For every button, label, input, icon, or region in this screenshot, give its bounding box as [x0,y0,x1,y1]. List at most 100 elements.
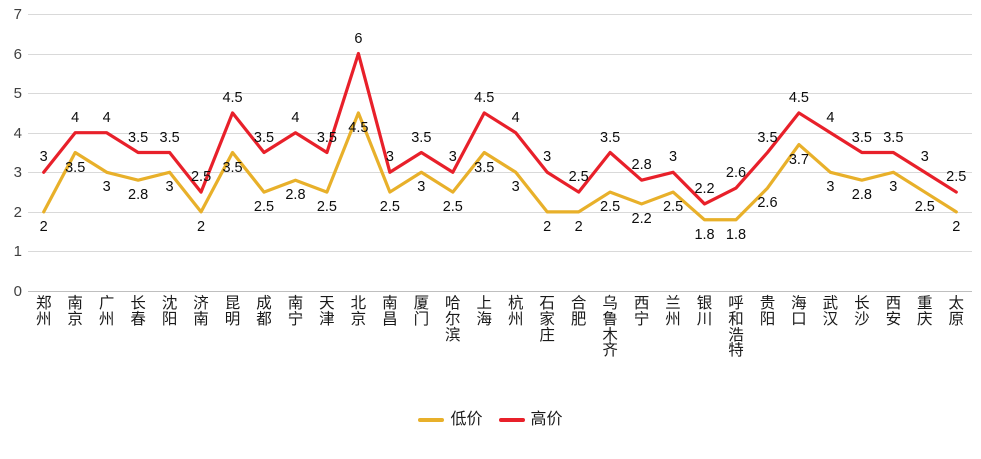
point-label-高价-石家庄: 3 [543,149,552,166]
legend-label-高价: 高价 [530,411,563,428]
point-label-低价-贵阳: 2.6 [757,195,778,212]
point-label-低价-乌鲁木齐: 2.5 [600,199,621,216]
x-axis-labels: 郑州 南京 广州 长春 沈阳 济南 昆明 成都 南宁 天津 北京 南昌 厦门 哈尔滨 上海 杭州 石家庄 合肥 乌鲁… [28,296,972,406]
point-label-低价-银川: 1.8 [694,226,715,243]
x-label-重庆: 重庆 [917,295,933,328]
point-label-高价-南宁: 4 [291,109,300,126]
point-label-低价-兰州: 2.5 [662,199,684,216]
x-label-银川: 银川 [696,295,713,328]
point-label-低价-成都: 2.5 [253,199,275,216]
point-label-高价-银川: 2.2 [694,180,715,197]
point-label-低价-海口: 3.7 [788,151,810,168]
point-label-低价-昆明: 3.5 [222,159,243,176]
point-label-低价-济南: 2 [197,218,206,235]
gridline-5 [28,93,972,95]
x-label-南宁: 南宁 [287,295,304,328]
x-label-乌鲁木齐: 乌鲁木齐 [602,295,618,360]
series-lines [42,51,958,222]
point-label-高价-乌鲁木齐: 3.5 [600,129,621,146]
x-label-郑州: 郑州 [35,295,52,328]
x-label-南京: 南京 [67,295,83,328]
point-label-低价-重庆: 2.5 [914,199,935,216]
point-label-高价-郑州: 3 [39,149,48,166]
point-label-低价-上海: 3.5 [474,159,495,176]
y-tick-0: 0 [13,283,22,300]
x-label-呼和浩特: 呼和浩特 [728,295,744,360]
point-label-低价-天津: 2.5 [316,199,338,216]
point-label-低价-长春: 2.8 [128,187,149,204]
point-label-高价-合肥: 2.5 [568,169,589,186]
point-label-低价-武汉: 3 [826,179,835,196]
point-label-高价-长沙: 3.5 [851,129,872,146]
x-axis-line [28,291,972,292]
x-label-西宁: 西宁 [633,295,650,328]
point-label-高价-济南: 2.5 [190,169,212,186]
point-label-高价-厦门: 3.5 [411,129,432,146]
x-label-长沙: 长沙 [854,295,870,328]
point-label-高价-杭州: 4 [511,109,520,126]
legend-swatch-icon-高价 [498,418,525,422]
x-label-沈阳: 沈阳 [161,295,178,328]
x-label-北京: 北京 [350,295,367,328]
point-label-低价-厦门: 3 [417,179,426,196]
legend-item-高价[interactable]: 高价 [498,411,563,428]
x-label-广州: 广州 [98,295,115,328]
x-label-哈尔滨: 哈尔滨 [445,295,461,344]
x-label-太原: 太原 [948,295,965,328]
y-tick-3: 3 [13,164,22,182]
gridline-4 [28,132,972,134]
x-label-成都: 成都 [256,295,272,328]
point-label-低价-杭州: 3 [511,179,520,196]
point-label-低价-西安: 3 [889,179,898,196]
point-label-低价-石家庄: 2 [543,218,552,235]
x-label-武汉: 武汉 [822,295,839,328]
gridline-2 [28,211,972,213]
point-label-高价-西安: 3.5 [883,129,904,146]
gridline-3 [28,172,972,174]
point-label-低价-广州: 3 [102,179,111,196]
y-tick-6: 6 [13,45,22,63]
point-label-高价-重庆: 3 [920,149,929,166]
x-label-天津: 天津 [319,295,335,328]
point-label-低价-南京: 3.5 [65,159,86,176]
point-label-低价-太原: 2 [952,218,961,235]
point-label-低价-西宁: 2.2 [631,210,652,227]
point-label-低价-南宁: 2.8 [285,187,306,204]
point-label-高价-南京: 4 [71,109,80,126]
x-label-厦门: 厦门 [413,295,430,328]
point-label-高价-北京: 6 [354,30,363,47]
legend-label-低价: 低价 [450,411,483,428]
gridline-6 [28,53,972,55]
point-label-高价-成都: 3.5 [253,129,275,146]
y-tick-2: 2 [13,203,22,221]
legend-swatch-icon-低价 [418,418,445,422]
y-tick-5: 5 [13,85,22,103]
legend-item-低价[interactable]: 低价 [418,411,483,428]
x-label-合肥: 合肥 [570,295,587,328]
y-tick-4: 4 [13,124,22,142]
x-label-昆明: 昆明 [224,295,241,328]
point-label-高价-上海: 4.5 [474,89,495,106]
gridline-1 [28,251,972,253]
point-label-高价-武汉: 4 [826,109,835,126]
point-label-低价-长沙: 2.8 [851,187,872,204]
chart-legend: 低价 高价 [0,412,981,428]
x-label-上海: 上海 [476,295,493,328]
point-label-低价-南昌: 2.5 [379,199,400,216]
point-label-高价-西宁: 2.8 [631,157,652,174]
x-label-杭州: 杭州 [507,295,524,328]
series-line-高价 [42,51,958,206]
point-label-高价-昆明: 4.5 [222,89,243,106]
point-label-低价-哈尔滨: 2.5 [442,199,463,216]
x-label-济南: 济南 [193,295,209,328]
point-label-高价-天津: 3.5 [316,129,338,146]
point-label-低价-呼和浩特: 1.8 [725,226,747,243]
x-label-南昌: 南昌 [382,295,398,328]
point-label-高价-哈尔滨: 3 [448,149,457,166]
point-label-低价-合肥: 2 [574,218,583,235]
point-label-低价-北京: 4.5 [348,119,369,136]
x-label-长春: 长春 [130,295,146,328]
x-label-兰州: 兰州 [665,295,681,328]
gridline-7 [28,14,972,15]
